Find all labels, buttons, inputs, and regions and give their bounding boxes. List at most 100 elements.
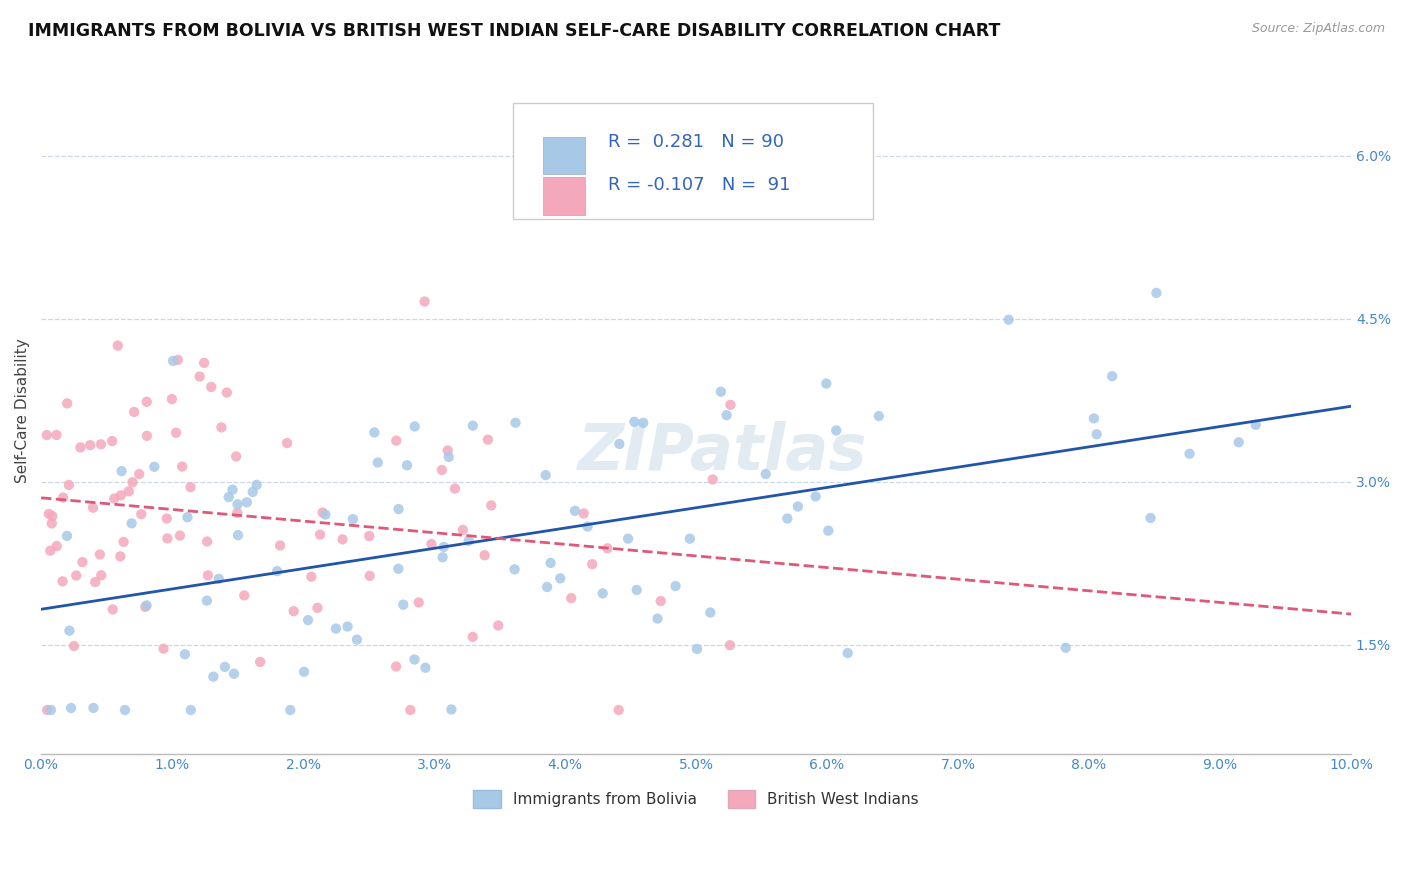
- Point: [664, 579, 686, 593]
- Point: [110, 464, 132, 478]
- Point: [101, 602, 124, 616]
- Point: [72, 555, 94, 569]
- Point: [246, 478, 269, 492]
- Text: R =  0.281   N = 90: R = 0.281 N = 90: [609, 134, 785, 152]
- Point: [152, 641, 174, 656]
- Bar: [543, 136, 585, 174]
- Point: [534, 468, 557, 483]
- Point: [135, 394, 157, 409]
- Point: [451, 523, 474, 537]
- Point: [385, 659, 408, 673]
- Point: [479, 499, 502, 513]
- Point: [1085, 427, 1108, 442]
- Point: [342, 512, 364, 526]
- Point: [699, 606, 721, 620]
- Point: [107, 338, 129, 352]
- Point: [110, 488, 132, 502]
- Point: [58, 478, 80, 492]
- Point: [297, 613, 319, 627]
- Point: [560, 591, 582, 606]
- Point: [82, 701, 104, 715]
- Point: [307, 600, 329, 615]
- Point: [609, 437, 631, 451]
- Point: [461, 630, 484, 644]
- Point: [200, 380, 222, 394]
- Point: [118, 484, 141, 499]
- Point: [650, 594, 672, 608]
- Point: [1139, 511, 1161, 525]
- Point: [631, 416, 654, 430]
- Point: [56, 529, 79, 543]
- Point: [387, 502, 409, 516]
- Legend: Immigrants from Bolivia, British West Indians: Immigrants from Bolivia, British West In…: [467, 783, 925, 814]
- Point: [37, 703, 59, 717]
- Point: [58, 624, 80, 638]
- Point: [716, 408, 738, 422]
- Point: [396, 458, 419, 473]
- Point: [35, 428, 58, 442]
- Point: [474, 548, 496, 562]
- Point: [215, 385, 238, 400]
- Point: [166, 352, 188, 367]
- Point: [596, 541, 619, 556]
- Point: [702, 473, 724, 487]
- Point: [825, 424, 848, 438]
- Point: [209, 420, 232, 434]
- Point: [41, 509, 63, 524]
- Point: [45, 539, 67, 553]
- Point: [69, 441, 91, 455]
- Point: [269, 539, 291, 553]
- Point: [221, 483, 243, 497]
- Point: [776, 511, 799, 525]
- Point: [82, 500, 104, 515]
- Point: [1054, 640, 1077, 655]
- Point: [623, 415, 645, 429]
- Point: [359, 569, 381, 583]
- Point: [52, 491, 75, 505]
- Point: [197, 568, 219, 582]
- Text: IMMIGRANTS FROM BOLIVIA VS BRITISH WEST INDIAN SELF-CARE DISABILITY CORRELATION : IMMIGRANTS FROM BOLIVIA VS BRITISH WEST …: [28, 22, 1001, 40]
- Point: [336, 619, 359, 633]
- Point: [89, 548, 111, 562]
- Point: [214, 660, 236, 674]
- Point: [363, 425, 385, 440]
- Point: [218, 490, 240, 504]
- Point: [804, 490, 827, 504]
- FancyBboxPatch shape: [513, 103, 873, 219]
- Point: [503, 562, 526, 576]
- Point: [430, 463, 453, 477]
- Point: [65, 568, 87, 582]
- Point: [564, 504, 586, 518]
- Point: [607, 703, 630, 717]
- Point: [436, 443, 458, 458]
- Point: [997, 312, 1019, 326]
- Point: [143, 459, 166, 474]
- Point: [176, 510, 198, 524]
- Point: [437, 450, 460, 464]
- Point: [266, 564, 288, 578]
- Point: [1101, 369, 1123, 384]
- Point: [387, 562, 409, 576]
- Point: [457, 533, 479, 548]
- Point: [686, 642, 709, 657]
- Point: [195, 593, 218, 607]
- Point: [56, 396, 79, 410]
- Point: [408, 595, 430, 609]
- Point: [477, 433, 499, 447]
- Point: [242, 485, 264, 500]
- Point: [233, 588, 256, 602]
- Point: [399, 703, 422, 717]
- Text: R = -0.107   N =  91: R = -0.107 N = 91: [609, 176, 790, 194]
- Point: [815, 376, 838, 391]
- Point: [180, 480, 202, 494]
- Point: [236, 495, 259, 509]
- Point: [122, 405, 145, 419]
- Point: [718, 638, 741, 652]
- Point: [392, 598, 415, 612]
- Point: [413, 294, 436, 309]
- Point: [160, 392, 183, 406]
- Point: [576, 519, 599, 533]
- Point: [404, 652, 426, 666]
- Point: [359, 529, 381, 543]
- Point: [314, 508, 336, 522]
